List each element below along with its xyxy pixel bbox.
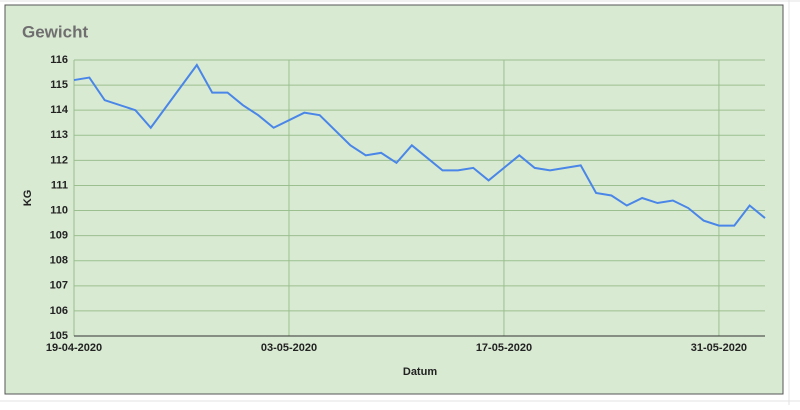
- x-tick-label: 17-05-2020: [476, 342, 532, 354]
- y-tick-label: 106: [50, 305, 68, 317]
- chart-area: [4, 4, 784, 395]
- x-tick-label: 31-05-2020: [691, 342, 747, 354]
- y-tick-label: 108: [50, 255, 68, 267]
- y-tick-label: 114: [50, 104, 69, 116]
- y-axis-title: KG: [22, 190, 34, 207]
- y-tick-label: 116: [50, 54, 68, 66]
- x-tick-label: 03-05-2020: [261, 342, 317, 354]
- y-tick-label: 110: [50, 204, 68, 216]
- y-tick-label: 105: [50, 330, 68, 342]
- y-tick-label: 111: [51, 179, 68, 191]
- x-axis-title: Datum: [403, 366, 437, 378]
- series-line: [73, 63, 766, 227]
- y-tick-label: 112: [50, 154, 68, 166]
- chart-title: Gewicht: [22, 22, 88, 41]
- y-tick-label: 113: [50, 129, 68, 141]
- y-tick-label: 109: [50, 230, 68, 242]
- y-tick-label: 107: [50, 280, 68, 292]
- y-tick-label: 115: [50, 79, 68, 91]
- x-tick-label: 19-04-2020: [46, 342, 102, 354]
